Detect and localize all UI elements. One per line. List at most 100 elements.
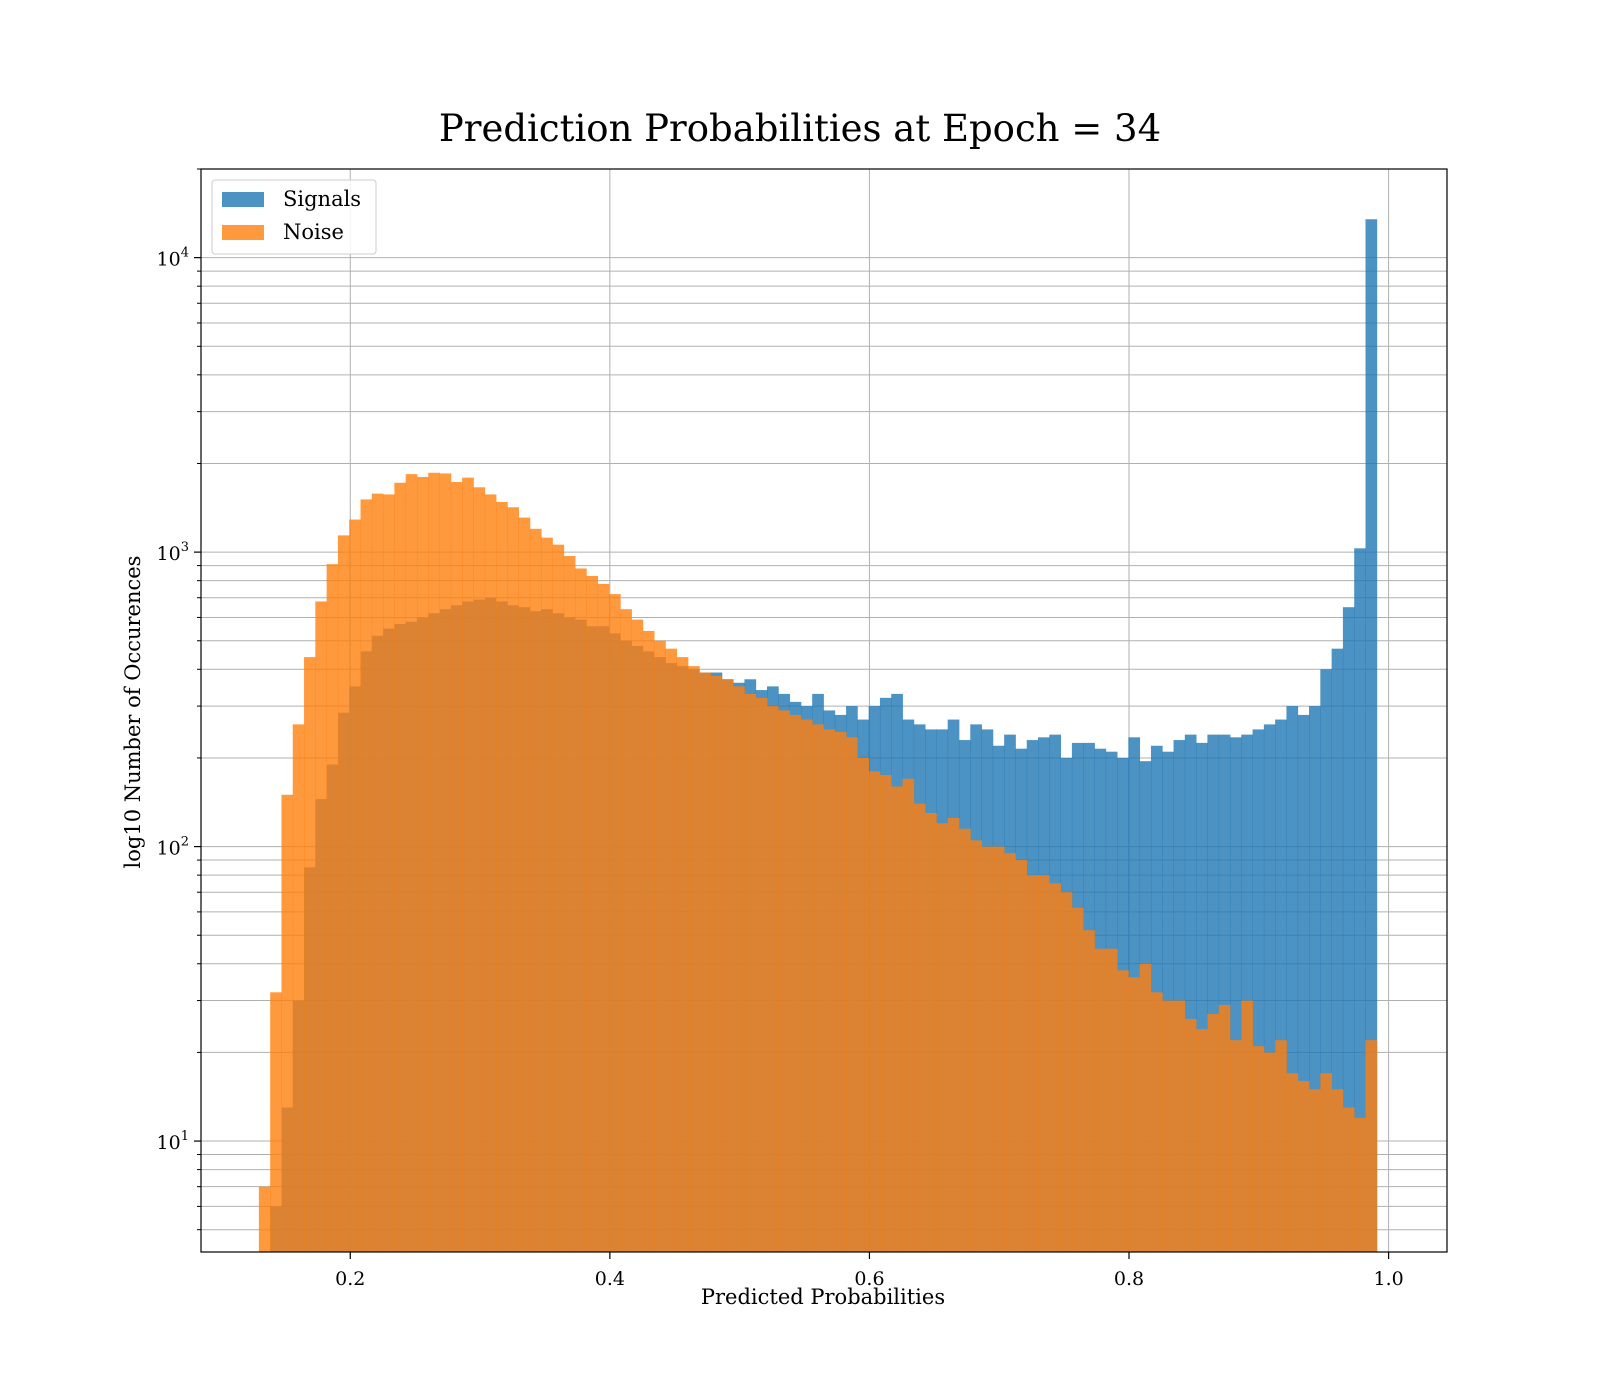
bar-noise <box>767 706 779 1252</box>
bar-noise <box>1263 1052 1276 1252</box>
bar-noise <box>992 846 1005 1252</box>
bar-noise <box>857 757 870 1252</box>
bar-noise <box>326 564 339 1252</box>
bar-noise <box>1241 1000 1253 1252</box>
bar-signals <box>1173 740 1186 1252</box>
bar-noise <box>281 794 294 1252</box>
bar-noise <box>925 813 937 1252</box>
bar-noise <box>371 493 384 1252</box>
bar-noise <box>721 679 734 1252</box>
bar-noise <box>1196 1029 1208 1252</box>
bar-noise <box>1060 892 1073 1252</box>
bar-noise <box>541 537 553 1252</box>
bar-noise <box>496 501 508 1253</box>
bar-noise <box>563 556 576 1252</box>
bar-noise <box>1139 963 1152 1252</box>
bar-noise <box>778 710 791 1252</box>
bar-noise <box>529 528 542 1252</box>
bar-signals <box>1184 734 1197 1252</box>
x-tick-label: 0.6 <box>854 1268 884 1290</box>
bar-noise <box>1365 1040 1378 1252</box>
x-tick-label: 0.2 <box>335 1268 365 1290</box>
bar-noise <box>360 499 373 1252</box>
bar-noise <box>552 544 565 1252</box>
bar-noise <box>620 609 632 1252</box>
bar-noise <box>315 601 328 1252</box>
bar-noise <box>846 737 858 1252</box>
bar-noise <box>1173 1000 1186 1252</box>
y-axis-label: log10 Number of Occurences <box>121 556 145 869</box>
histogram-bars <box>258 219 1378 1253</box>
bar-noise <box>1331 1089 1344 1252</box>
x-tick-label: 0.4 <box>595 1268 625 1290</box>
bar-noise <box>383 494 395 1252</box>
legend-swatch-signals <box>222 192 264 207</box>
bar-signals <box>1218 734 1231 1252</box>
bar-noise <box>1038 875 1050 1252</box>
bar-noise <box>665 648 678 1252</box>
legend: Signals Noise <box>211 179 377 255</box>
x-tick-label: 1.0 <box>1373 1268 1403 1290</box>
bar-noise <box>439 473 452 1252</box>
bar-signals <box>1342 607 1355 1252</box>
y-tick-label: 101 <box>157 1129 189 1154</box>
bar-noise <box>1105 948 1118 1252</box>
bar-noise <box>1083 930 1095 1252</box>
plot-frame <box>200 168 1448 1253</box>
bar-signals <box>1320 669 1333 1252</box>
bar-signals <box>1286 706 1299 1252</box>
bar-noise <box>405 474 418 1252</box>
bar-signals <box>1241 734 1253 1252</box>
bar-noise <box>970 840 982 1252</box>
bar-noise <box>575 568 587 1252</box>
bar-noise <box>1026 875 1039 1252</box>
bar-signals <box>1229 737 1242 1252</box>
legend-label-signals: Signals <box>283 187 361 211</box>
bar-noise <box>1297 1080 1310 1252</box>
bar-noise <box>416 476 429 1252</box>
bar-noise <box>608 594 621 1252</box>
bar-noise <box>304 657 316 1252</box>
bar-noise <box>642 630 655 1252</box>
bar-noise <box>1117 970 1129 1252</box>
bar-signals <box>1196 742 1208 1252</box>
bar-noise <box>800 719 813 1252</box>
bar-noise <box>981 846 994 1252</box>
bar-noise <box>654 640 666 1252</box>
bar-noise <box>1162 1000 1174 1252</box>
bar-noise <box>1207 1014 1220 1252</box>
bar-noise <box>687 666 700 1252</box>
bar-signals <box>1309 706 1321 1252</box>
bar-noise <box>631 619 644 1252</box>
bar-noise <box>834 731 847 1252</box>
bar-noise <box>789 714 802 1252</box>
bar-noise <box>936 823 949 1252</box>
chart-title: Prediction Probabilities at Epoch = 34 <box>439 107 1161 150</box>
bar-noise <box>337 535 350 1252</box>
bar-noise <box>518 517 531 1252</box>
bar-signals <box>1354 548 1366 1252</box>
legend-swatch-noise <box>222 225 264 240</box>
legend-label-noise: Noise <box>283 220 344 244</box>
bar-noise <box>744 693 757 1252</box>
bar-noise <box>1128 977 1141 1252</box>
bar-noise <box>676 657 689 1252</box>
bar-noise <box>947 818 960 1252</box>
bar-noise <box>755 697 768 1252</box>
bar-noise <box>258 1186 271 1252</box>
bar-noise <box>891 786 903 1252</box>
bar-noise <box>1229 1040 1242 1252</box>
bar-noise <box>699 672 711 1252</box>
bar-noise <box>1015 860 1028 1252</box>
bar-noise <box>1218 1004 1231 1252</box>
bar-noise <box>1049 883 1062 1252</box>
bar-signals <box>1252 729 1265 1252</box>
bar-noise <box>428 472 440 1252</box>
y-tick-label: 104 <box>157 246 189 271</box>
bar-signals <box>1207 734 1220 1252</box>
bar-signals <box>1331 648 1344 1252</box>
x-axis-ticks: 0.2 0.4 0.6 0.8 1.0 <box>335 1252 1404 1290</box>
bar-noise <box>1071 907 1084 1252</box>
bar-noise <box>879 775 892 1252</box>
